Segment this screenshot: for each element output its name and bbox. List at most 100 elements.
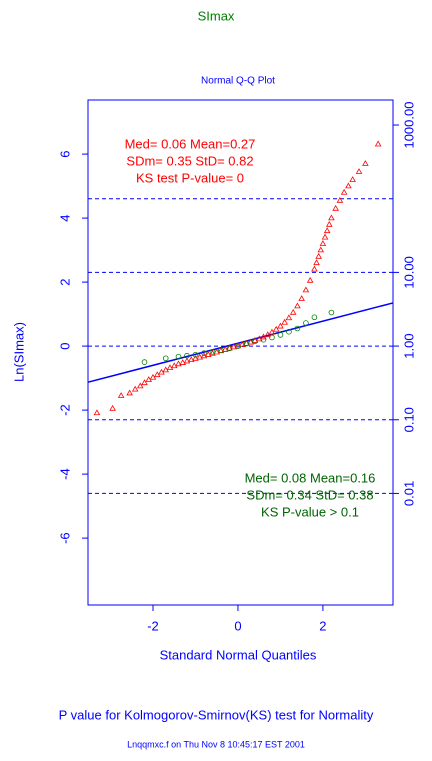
data-point [328,214,335,221]
data-point [340,188,348,195]
data-point [226,344,233,351]
x-tick-label: 2 [319,618,326,633]
data-point [196,353,204,360]
data-point [285,314,293,321]
data-point [325,220,333,227]
data-point [332,204,339,211]
data-point [209,349,216,356]
data-point [175,360,182,367]
data-point [162,355,169,362]
data-point [277,322,284,329]
data-point [183,357,191,364]
reference-line [87,302,394,383]
y-tick-label: 2 [57,278,72,285]
data-point [238,341,246,348]
data-point [277,332,284,338]
y-tick-label: 4 [57,214,72,221]
x-axis-label: Standard Normal Quantiles [160,647,317,662]
data-point [374,140,382,147]
chart-title: SImax [198,8,235,23]
data-point [170,362,178,369]
data-point [166,364,174,371]
data-point [109,404,116,411]
footnote: P value for Kolmogorov-Smirnov(KS) test … [59,707,374,722]
data-point [234,342,242,349]
data-point [323,227,331,234]
data-point [213,348,220,355]
y-tick-label: -2 [57,404,72,416]
data-point [286,328,292,335]
data-point [328,309,335,316]
data-point [192,354,199,361]
y-tick-label: 6 [57,150,72,157]
plot-frame [87,99,394,606]
data-point [255,335,263,342]
data-point [201,350,207,356]
annotation: SDm= 0.34 StD= 0.38 [246,487,373,502]
data-point [321,233,329,240]
data-point [319,240,327,246]
annotation: KS P-value > 0.1 [261,504,359,519]
data-point [268,328,276,335]
data-point [187,356,195,363]
data-point [175,353,182,360]
y-axis-label: Ln(SImax) [11,322,26,382]
data-point [117,392,125,398]
data-point [303,320,309,326]
data-point [221,346,229,352]
data-point [230,343,237,350]
annotation: SDm= 0.35 StD= 0.82 [126,153,253,168]
data-point [141,359,148,365]
y2-tick-label: 10.00 [401,256,416,289]
data-point [93,409,101,416]
y2-tick-label: 1000.00 [401,102,416,149]
data-point [252,338,258,345]
data-point [306,276,314,283]
annotation: KS test P-value= 0 [136,170,244,185]
x-tick-label: -2 [147,618,159,633]
data-point [218,347,224,354]
y-tick-label: 0 [57,342,72,349]
data-point [179,359,187,365]
y2-tick-label: 0.10 [401,407,416,432]
data-point [141,379,148,386]
data-point [298,295,305,301]
x-tick-label: 0 [234,618,241,633]
data-point [362,160,369,166]
data-point [247,338,254,345]
y2-tick-label: 0.01 [401,481,416,506]
chart-subtitle: Normal Q-Q Plot [201,76,275,87]
data-point [317,246,325,253]
data-point [204,351,212,357]
data-point [355,168,363,174]
data-point [243,339,250,346]
data-point [126,389,133,396]
data-point [272,325,280,332]
data-point [235,343,241,349]
data-point [311,314,318,321]
data-point [345,182,352,189]
data-point [192,351,199,358]
data-point [315,252,322,259]
annotation: Med= 0.06 Mean=0.27 [125,136,256,151]
y2-tick-label: 1.00 [401,333,416,358]
data-point [289,308,297,315]
data-point [294,325,301,332]
y-tick-label: -6 [57,532,72,544]
data-point [336,196,344,203]
data-point [243,340,250,347]
data-point [226,345,233,352]
data-point [251,337,259,343]
data-point [313,259,320,266]
data-point [269,334,275,341]
data-point [294,302,301,309]
annotation: Med= 0.08 Mean=0.16 [245,470,376,485]
y-tick-label: -4 [57,468,72,480]
data-point [131,385,139,392]
data-point [349,176,356,182]
data-point [136,382,144,389]
data-point [184,352,190,359]
data-point [260,336,267,343]
credit: Lnqqmxc.f on Thu Nov 8 10:45:17 EST 2001 [127,739,305,749]
